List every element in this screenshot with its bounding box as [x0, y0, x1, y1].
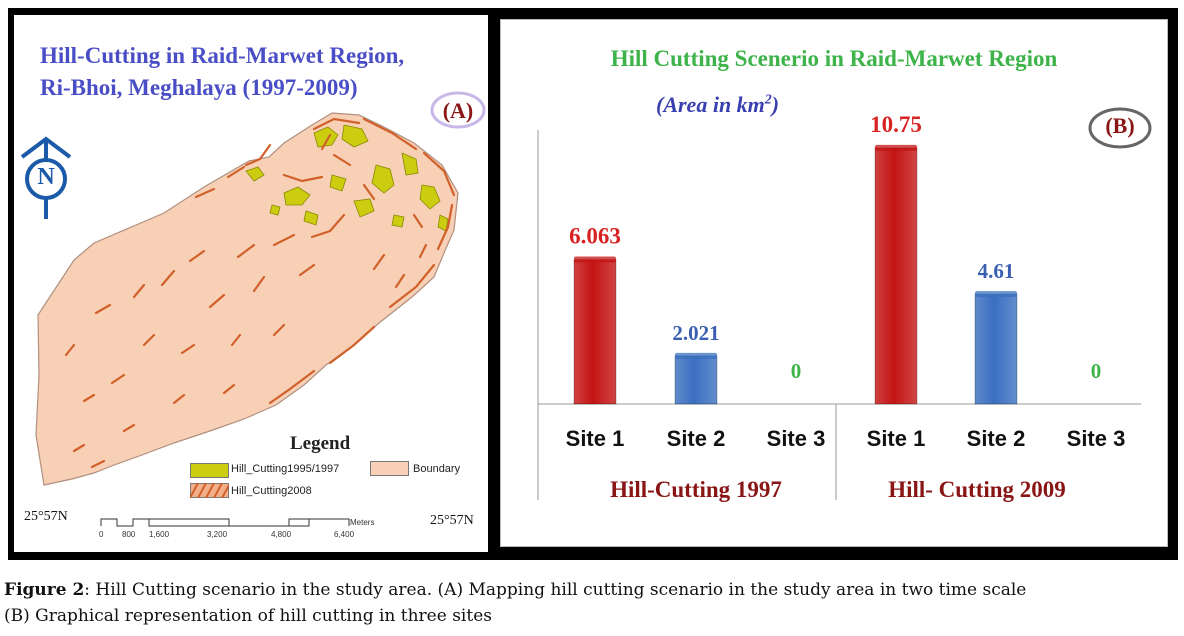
coordinate-right: 25°57N	[430, 513, 474, 528]
scale-tick-6400: 6,400	[334, 530, 355, 539]
bar-cap-1-1	[574, 256, 616, 263]
scale-tick-3200: 3,200	[207, 530, 228, 539]
category-label-2-3: Site 3	[1067, 426, 1126, 451]
scale-tick-800: 800	[122, 530, 136, 539]
coordinate-left: 25°57N	[24, 509, 68, 524]
hill-cutting-2008-patches	[64, 117, 456, 469]
legend-label-2008: Hill_Cutting2008	[231, 485, 312, 497]
value-label-2-3: 0	[1091, 359, 1102, 383]
caption-line2: (B) Graphical representation of hill cut…	[4, 606, 492, 626]
value-label-2-2: 4.61	[978, 259, 1015, 283]
category-label-1-3: Site 3	[767, 426, 826, 451]
legend-swatch-boundary	[370, 461, 409, 476]
bar-cap-2-1	[875, 144, 917, 151]
category-label-1-2: Site 2	[667, 426, 726, 451]
bar-chart: 6.063 Site 1 2.021 Site 2 0 Site 3 Hill-Cuttin…	[537, 112, 1141, 502]
value-label-2-1: 10.75	[870, 112, 922, 137]
bar-2-2	[974, 293, 1018, 405]
legend-label-boundary: Boundary	[413, 463, 461, 475]
category-label-2-1: Site 1	[867, 426, 926, 451]
map-label: (A)	[442, 98, 474, 123]
group-label-2: Hill- Cutting 2009	[888, 477, 1066, 502]
value-label-1-1: 6.063	[569, 224, 621, 249]
scale-unit: Meters	[350, 518, 375, 527]
region-boundary	[35, 112, 459, 486]
caption-text: : Hill Cutting scenario in the study are…	[84, 580, 1027, 600]
chart-label: (B)	[1105, 113, 1135, 138]
category-label-1-1: Site 1	[566, 426, 625, 451]
chart-panel: Hill Cutting Scenerio in Raid-Marwet Reg…	[500, 19, 1168, 547]
hill-cutting-1997-patches	[245, 124, 449, 232]
bar-1-2	[674, 355, 718, 405]
figure-caption: Figure 2: Hill Cutting scenario in the s…	[4, 577, 1026, 629]
group-label-1: Hill-Cutting 1997	[610, 477, 782, 502]
map-panel: Hill-Cutting in Raid-Marwet Region, Ri-B…	[14, 15, 488, 552]
bar-1-1	[573, 259, 617, 405]
legend-label-1997: Hill_Cutting1995/1997	[231, 463, 340, 475]
value-label-1-3: 0	[791, 359, 802, 383]
map-label-oval	[430, 91, 486, 129]
legend-swatch-2008	[190, 483, 229, 498]
value-label-1-2: 2.021	[672, 321, 719, 345]
chart-label-oval	[1088, 107, 1152, 149]
north-letter: N	[37, 164, 55, 190]
scale-tick-0: 0	[99, 530, 104, 539]
legend-swatch-1997	[190, 463, 229, 478]
map-title-line2: Ri-Bhoi, Meghalaya (1997-2009)	[40, 75, 358, 100]
bar-2-1	[874, 147, 918, 405]
category-label-2-2: Site 2	[967, 426, 1026, 451]
bar-cap-1-2	[675, 352, 717, 359]
north-arrow-icon	[20, 136, 72, 219]
bar-cap-2-2	[975, 291, 1017, 298]
hill-cutting-map	[35, 112, 459, 486]
scale-tick-1600: 1,600	[149, 530, 170, 539]
scale-bar	[100, 518, 350, 527]
chart-title: Hill Cutting Scenerio in Raid-Marwet Reg…	[610, 46, 1058, 71]
scale-tick-4800: 4,800	[271, 530, 292, 539]
legend-title: Legend	[290, 433, 351, 454]
chart-unit-label: (Area in km2)	[656, 92, 780, 117]
map-title-line1: Hill-Cutting in Raid-Marwet Region,	[40, 43, 405, 68]
caption-label: Figure 2	[4, 580, 85, 600]
